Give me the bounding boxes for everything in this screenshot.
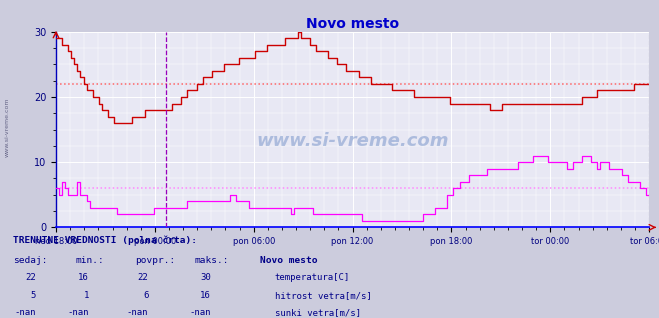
Text: TRENUTNE VREDNOSTI (polna črta):: TRENUTNE VREDNOSTI (polna črta): [13,235,197,245]
Text: 16: 16 [78,273,89,282]
Title: Novo mesto: Novo mesto [306,17,399,31]
Text: hitrost vetra[m/s]: hitrost vetra[m/s] [275,291,372,300]
Text: 30: 30 [200,273,211,282]
Text: 22: 22 [138,273,148,282]
Text: povpr.:: povpr.: [135,256,175,265]
Text: Novo mesto: Novo mesto [260,256,318,265]
Text: 16: 16 [200,291,211,300]
Text: 22: 22 [26,273,36,282]
Text: 1: 1 [84,291,89,300]
Text: www.si-vreme.com: www.si-vreme.com [5,97,10,157]
Text: -nan: -nan [189,308,211,317]
Text: sunki vetra[m/s]: sunki vetra[m/s] [275,308,361,317]
Text: 6: 6 [143,291,148,300]
Text: -nan: -nan [127,308,148,317]
Text: -nan: -nan [14,308,36,317]
Text: -nan: -nan [67,308,89,317]
Text: sedaj:: sedaj: [13,256,47,265]
Text: temperatura[C]: temperatura[C] [275,273,350,282]
Text: www.si-vreme.com: www.si-vreme.com [256,132,449,150]
Text: maks.:: maks.: [194,256,229,265]
Text: min.:: min.: [76,256,105,265]
Text: 5: 5 [31,291,36,300]
